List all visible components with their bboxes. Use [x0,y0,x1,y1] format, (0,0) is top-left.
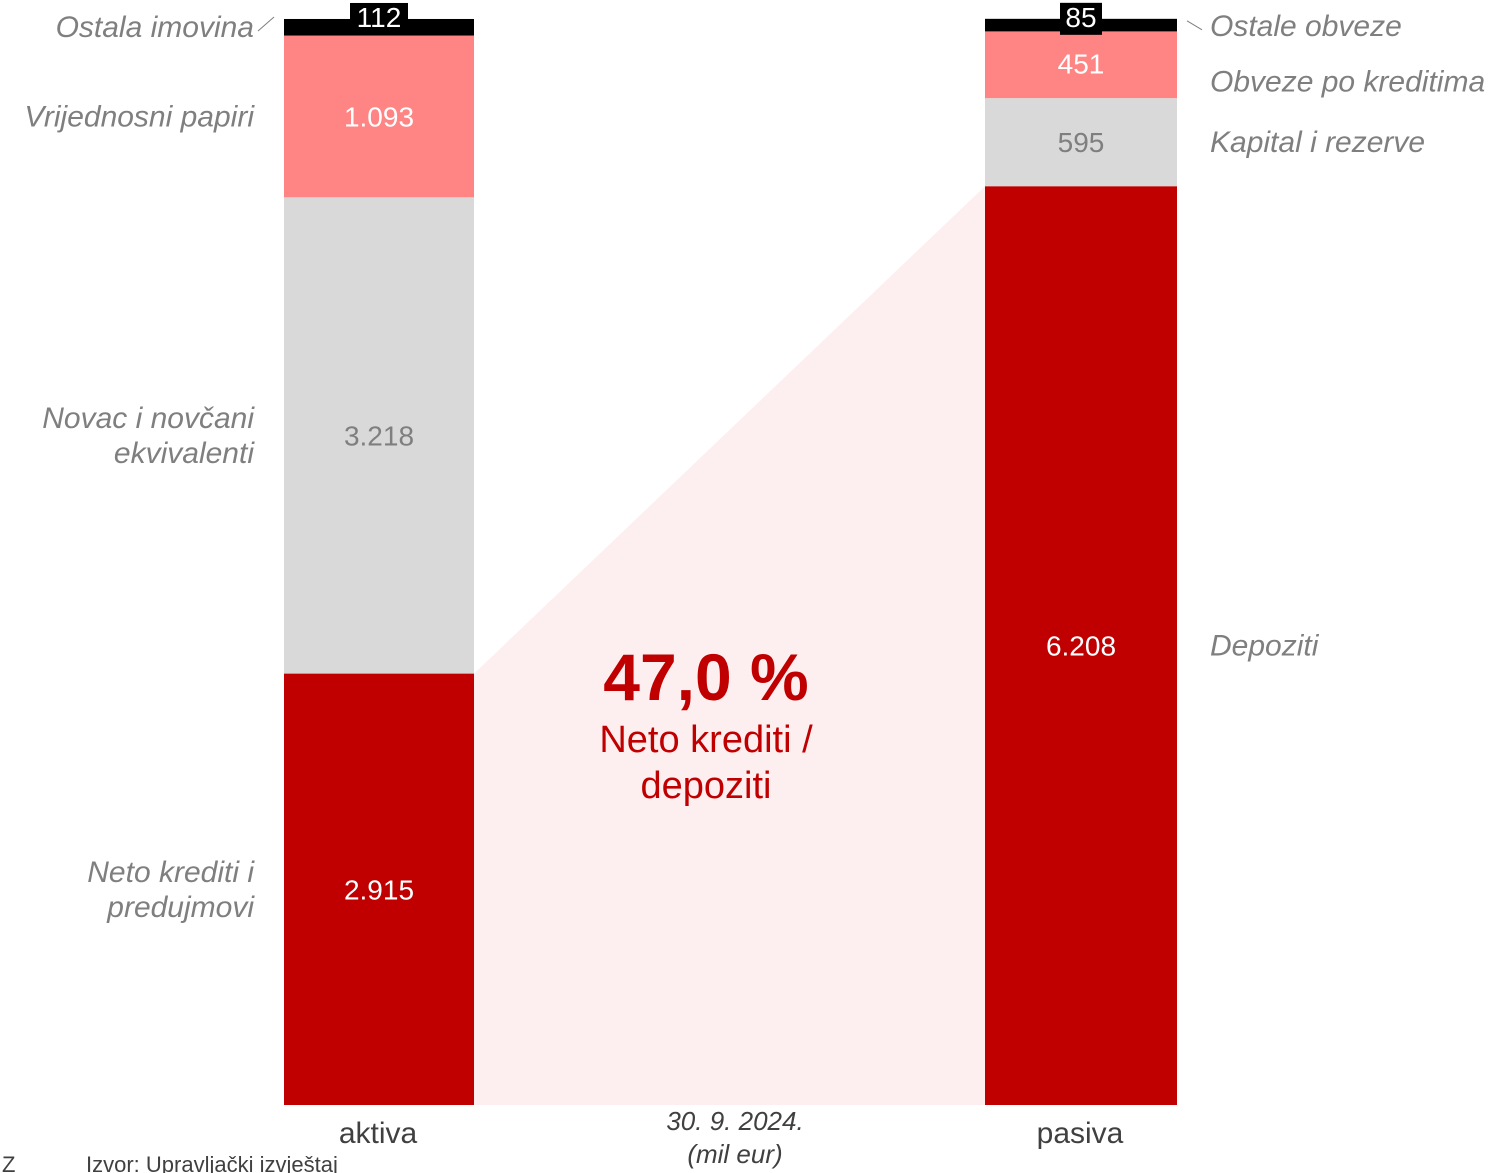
labels-layer: 2.915 3.218 1.093 112 Neto krediti i predujmo… [24,2,1485,924]
category-label-pasiva-kapital-i-rezerve: Kapital i rezerve [1210,126,1425,159]
category-label-pasiva-ostale-obveze: Ostale obveze [1210,10,1402,43]
ratio-value: 47,0 % [603,640,808,714]
date-label: 30. 9. 2024. [666,1106,803,1136]
ratio-band-layer [474,186,985,1105]
bar-segment-aktiva-novac-i-novcani-ekvivalenti [284,197,474,674]
value-label-aktiva-neto-krediti-i-predujmovi: 2.915 [344,874,414,905]
source-text: Izvor: Upravljački izvještaj [86,1152,338,1173]
category-label-aktiva-ostala-imovina: Ostala imovina [56,11,254,44]
value-label-aktiva-novac-i-novcani-ekvivalenti: 3.218 [344,420,414,451]
leader-line-pasiva-ostale-obveze [1186,20,1203,31]
value-label-box-pasiva-ostale-obveze [1060,2,1102,35]
value-label-pasiva-ostale-obveze: 85 [1065,2,1096,33]
bar-segment-pasiva-obveze-po-kreditima [985,31,1177,99]
value-label-box-aktiva-ostala-imovina [350,2,408,35]
x-label-pasiva: pasiva [1037,1117,1124,1150]
value-label-pasiva-depoziti: 6.208 [1046,631,1116,662]
x-label-aktiva: aktiva [339,1117,418,1150]
value-label-aktiva-vrijednosni-papiri: 1.093 [344,101,414,132]
bar-segment-aktiva-vrijednosni-papiri [284,35,474,198]
category-label-pasiva-depoziti: Depoziti [1210,630,1320,663]
value-label-pasiva-obveze-po-kreditima: 451 [1058,48,1105,79]
bar-segment-pasiva-kapital-i-rezerve [985,98,1177,187]
value-label-aktiva-ostala-imovina: 112 [357,2,402,33]
category-label-aktiva-neto-krediti-i-predujmovi: Neto krediti i predujmovi [87,856,255,924]
unit-label: (mil eur) [687,1139,782,1169]
bar-segment-pasiva-depoziti [985,186,1177,1105]
category-label-aktiva-novac-i-novcani-ekvivalenti: Novac i novčani ekvivalenti [42,402,255,470]
bar-segment-aktiva-neto-krediti-i-predujmovi [284,673,474,1105]
category-label-pasiva-obveze-po-kreditima: Obveze po kreditima [1210,65,1485,98]
ratio-label-line-2: depoziti [641,765,772,807]
bars-layer [284,18,1177,1105]
value-label-pasiva-kapital-i-rezerve: 595 [1058,127,1105,158]
ratio-label-line-1: Neto krediti / [599,719,813,761]
category-label-aktiva-vrijednosni-papiri: Vrijednosni papiri [24,100,255,133]
ratio-band [474,186,985,1105]
leader-line-aktiva-ostala-imovina [257,16,275,32]
source-prefix: Z [2,1152,15,1173]
